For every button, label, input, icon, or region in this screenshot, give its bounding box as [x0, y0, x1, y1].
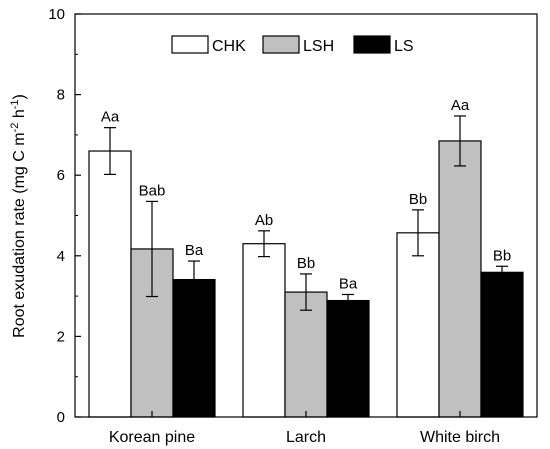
- legend-label-lsh: LSH: [303, 38, 334, 55]
- significance-label: Aa: [451, 97, 470, 114]
- bar-lsh: [284, 291, 328, 418]
- x-tick-label: White birch: [420, 429, 500, 446]
- bar-chk: [88, 150, 132, 418]
- significance-label: Ab: [255, 212, 273, 229]
- significance-label: Ba: [185, 242, 204, 259]
- significance-label: Ba: [339, 275, 358, 292]
- bar-lsh: [438, 140, 482, 418]
- significance-label: Bb: [409, 191, 427, 208]
- bar-chk: [242, 243, 286, 418]
- significance-label: Bab: [139, 182, 166, 199]
- y-tick-label: 6: [57, 167, 65, 184]
- significance-label: Aa: [101, 109, 120, 126]
- legend-swatch-chk: [171, 35, 209, 54]
- x-axis: Korean pine Larch White birch: [109, 411, 500, 446]
- legend-label-chk: CHK: [212, 38, 246, 55]
- bar-ls: [480, 271, 524, 418]
- significance-label: Bb: [297, 255, 315, 272]
- chart-marks: Aa Bab Ba Ab Bb Ba Bb Aa Bb: [88, 97, 524, 418]
- y-tick-label: 4: [57, 248, 65, 265]
- legend-label-ls: LS: [394, 38, 414, 55]
- y-axis: 0 2 4 6 8 10: [48, 6, 81, 426]
- bar-ls: [326, 299, 370, 418]
- x-tick-label: Larch: [286, 429, 326, 446]
- x-tick-label: Korean pine: [109, 429, 195, 446]
- y-tick-label: 2: [57, 328, 65, 345]
- y-tick-label: 10: [48, 6, 65, 23]
- legend: CHK LSH LS: [171, 35, 414, 55]
- y-axis-label: Root exudation rate (mg C m-2 h-1): [9, 94, 28, 338]
- bar-chk: [396, 232, 440, 418]
- legend-swatch-lsh: [262, 35, 300, 54]
- legend-swatch-ls: [353, 35, 391, 54]
- significance-label: Bb: [493, 247, 511, 264]
- y-tick-label: 0: [57, 409, 65, 426]
- y-tick-label: 8: [57, 87, 65, 104]
- bar-ls: [172, 278, 216, 418]
